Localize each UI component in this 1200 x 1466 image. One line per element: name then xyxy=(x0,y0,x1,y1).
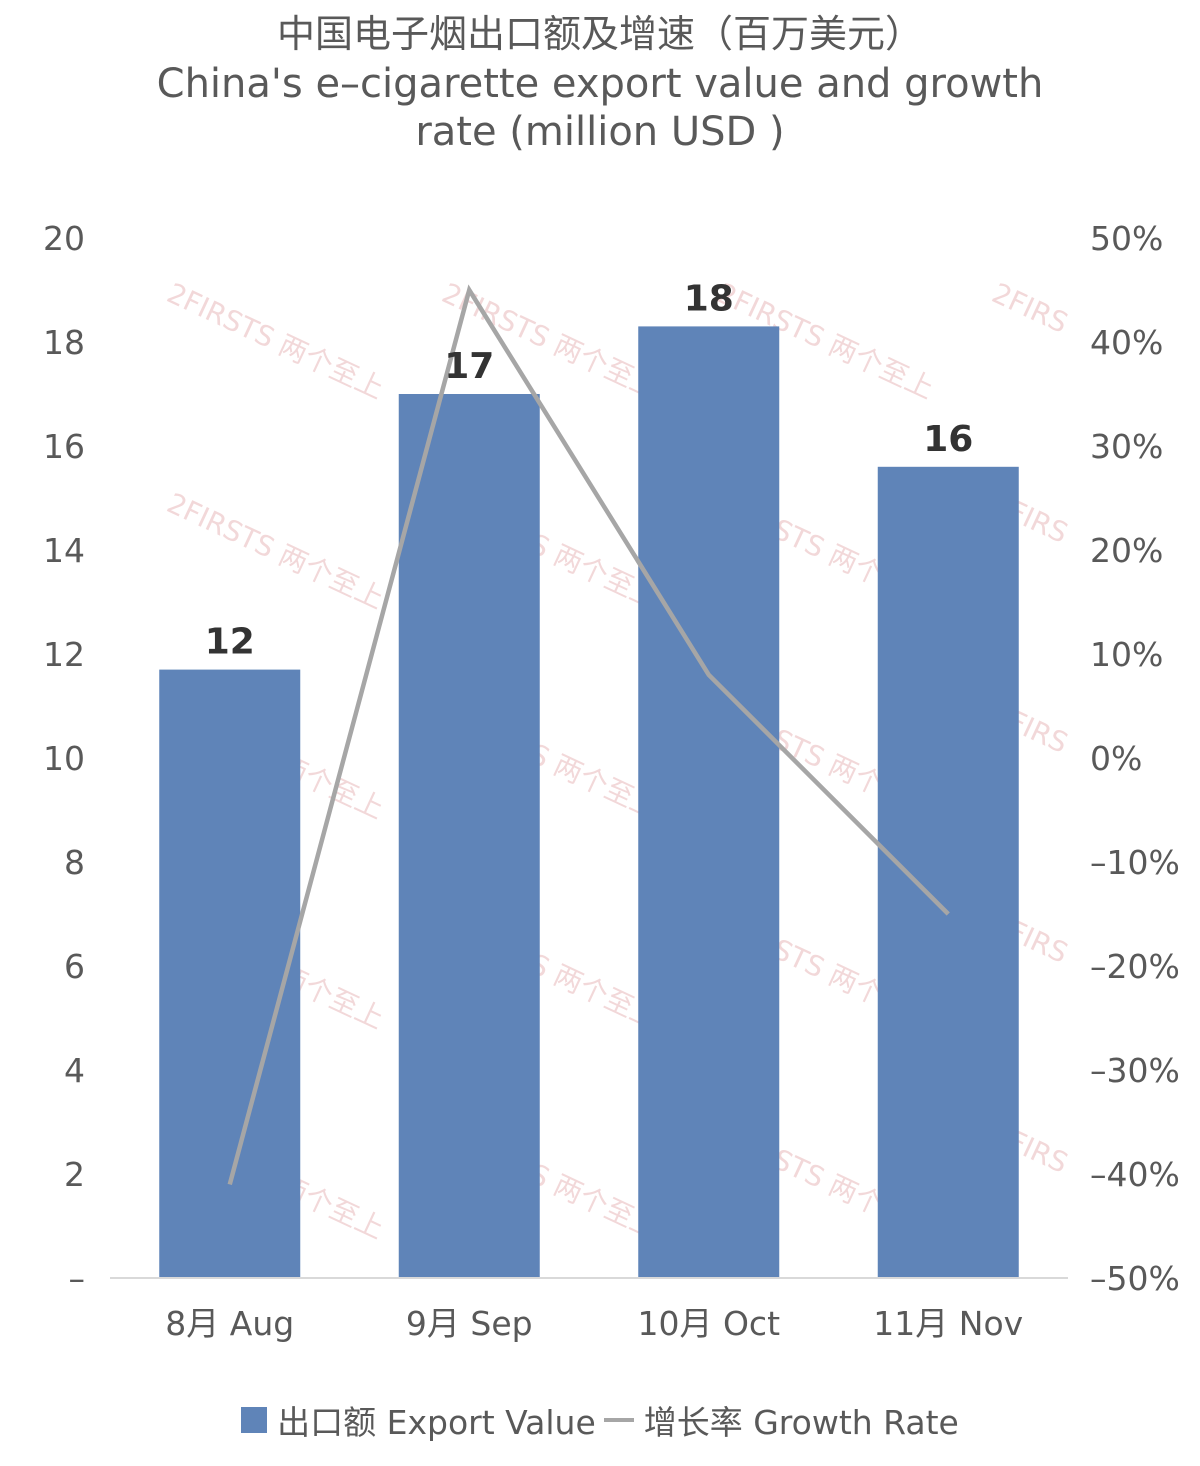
chart-title-cn: 中国电子烟出口额及增速（百万美元） xyxy=(276,12,923,56)
bar-data-label: 17 xyxy=(444,346,494,387)
legend-bar-label: 出口额 Export Value xyxy=(277,1403,596,1442)
right-tick-label: 0% xyxy=(1090,739,1142,778)
left-tick-label: 8 xyxy=(64,843,85,882)
right-tick-label: 50% xyxy=(1090,219,1163,258)
left-tick-label: 12 xyxy=(43,635,85,674)
watermark-text: 2FIRSTS 两个至上 xyxy=(162,486,389,615)
left-y-axis: – 2 4 6 8 10 12 14 16 18 20 xyxy=(43,219,85,1298)
bar-data-label: 12 xyxy=(205,622,255,663)
bar-data-label: 18 xyxy=(684,278,734,319)
left-tick-label: 2 xyxy=(64,1155,85,1194)
left-tick-label: 20 xyxy=(43,219,85,258)
left-tick-label: 4 xyxy=(64,1051,85,1090)
right-tick-label: 30% xyxy=(1090,427,1163,466)
growth-rate-line xyxy=(227,284,950,1185)
left-tick-label: 6 xyxy=(64,947,85,986)
watermark: 2FIRSTS 两个至上 xyxy=(162,486,389,615)
legend-bar-swatch xyxy=(241,1407,268,1433)
legend-item-export-value: 出口额 Export Value xyxy=(241,1396,596,1444)
left-tick-label: 10 xyxy=(43,739,85,778)
left-tick-label: 18 xyxy=(43,323,85,362)
legend-line-swatch xyxy=(603,1418,634,1422)
chart-title-en: China's e–cigarette export value and gro… xyxy=(156,61,1044,155)
left-tick-label: 16 xyxy=(43,427,85,466)
left-tick-label: – xyxy=(69,1259,86,1298)
left-tick-label: 14 xyxy=(43,531,85,570)
right-tick-label: –50% xyxy=(1090,1259,1180,1298)
category-label: 9月 Sep xyxy=(406,1304,533,1343)
right-tick-label: –30% xyxy=(1090,1051,1180,1090)
bar-data-label: 16 xyxy=(923,419,973,460)
bar-data-labels: 12 17 18 16 xyxy=(205,278,974,662)
bar-3 xyxy=(877,466,1019,1278)
x-axis-categories: 8月 Aug 9月 Sep 10月 Oct 11月 Nov xyxy=(165,1304,1023,1343)
right-tick-label: –40% xyxy=(1090,1155,1180,1194)
bar-1 xyxy=(398,394,540,1278)
category-label: 10月 Oct xyxy=(637,1304,780,1343)
right-tick-label: –20% xyxy=(1090,947,1180,986)
right-y-axis: –50% –40% –30% –20% –10% 0% 10% 20% 30% 40% 50% xyxy=(1090,219,1180,1298)
legend-item-growth-rate: 增长率 Growth Rate xyxy=(603,1396,959,1444)
right-tick-label: 20% xyxy=(1090,531,1163,570)
legend: 出口额 Export Value 增长率 Growth Rate xyxy=(0,1396,1200,1444)
right-tick-label: 40% xyxy=(1090,323,1163,362)
watermark-text: 2FIRSTS 两个至上 xyxy=(162,276,389,405)
bar-2 xyxy=(638,326,780,1278)
right-tick-label: –10% xyxy=(1090,843,1180,882)
right-tick-label: 10% xyxy=(1090,635,1163,674)
bar-series xyxy=(159,326,1019,1278)
category-label: 11月 Nov xyxy=(873,1304,1023,1343)
bar-0 xyxy=(159,669,301,1278)
category-label: 8月 Aug xyxy=(165,1304,294,1343)
watermark: 2FIRSTS 两个至上 xyxy=(162,276,389,405)
legend-line-label: 增长率 Growth Rate xyxy=(643,1403,959,1442)
